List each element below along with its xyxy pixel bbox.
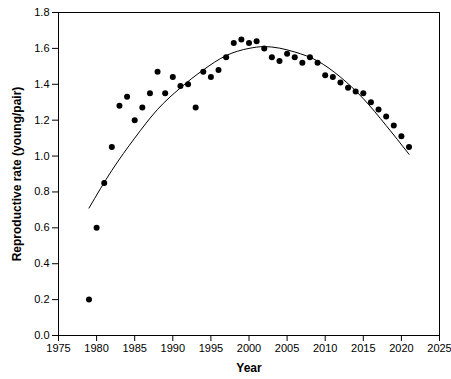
svg-text:0.2: 0.2 [34, 293, 49, 305]
svg-text:1.4: 1.4 [34, 78, 49, 90]
svg-text:2025: 2025 [427, 342, 451, 354]
svg-text:1980: 1980 [84, 342, 108, 354]
svg-text:0.8: 0.8 [34, 185, 49, 197]
svg-text:2015: 2015 [351, 342, 375, 354]
svg-text:Reproductive rate (young/pair): Reproductive rate (young/pair) [10, 87, 24, 262]
svg-text:0.0: 0.0 [34, 329, 49, 341]
svg-text:Year: Year [236, 361, 262, 375]
svg-text:2005: 2005 [275, 342, 299, 354]
svg-text:1.2: 1.2 [34, 114, 49, 126]
svg-text:1995: 1995 [199, 342, 223, 354]
svg-text:2000: 2000 [237, 342, 261, 354]
svg-text:1.6: 1.6 [34, 42, 49, 54]
svg-text:1975: 1975 [46, 342, 70, 354]
svg-text:1.0: 1.0 [34, 150, 49, 162]
svg-text:1990: 1990 [161, 342, 185, 354]
svg-text:2010: 2010 [313, 342, 337, 354]
svg-text:1.8: 1.8 [34, 6, 49, 18]
svg-text:1985: 1985 [122, 342, 146, 354]
svg-text:0.4: 0.4 [34, 257, 49, 269]
svg-text:2020: 2020 [389, 342, 413, 354]
svg-text:0.6: 0.6 [34, 221, 49, 233]
